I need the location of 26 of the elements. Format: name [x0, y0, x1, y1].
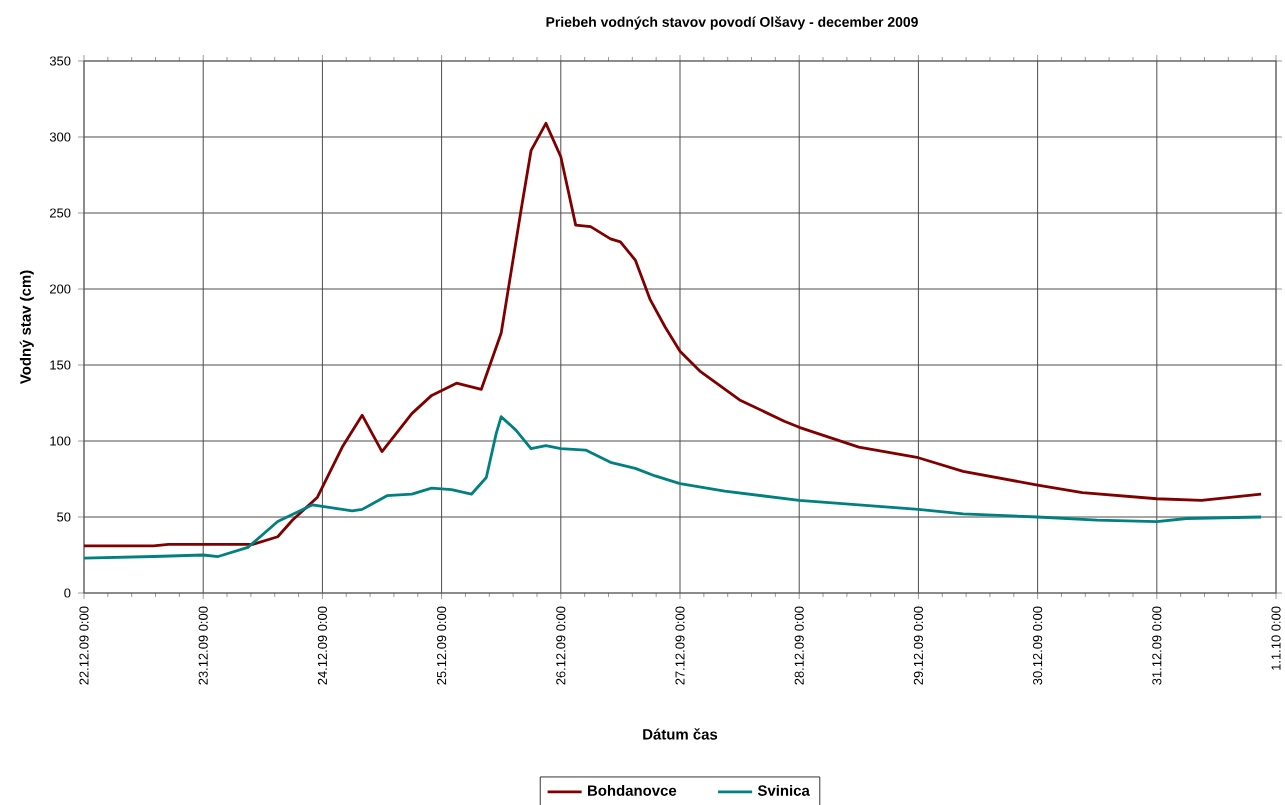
x-tick-label: 26.12.09 0:00: [556, 606, 566, 685]
y-tick-label: 100: [50, 436, 71, 446]
y-tick-label: 0: [64, 588, 71, 598]
line-series: [82, 415, 1263, 560]
x-tick-label: 24.12.09 0:00: [317, 606, 327, 685]
y-tick-label: 300: [49, 132, 71, 142]
chart-title: Priebeh vodných stavov povodí Olšavy - december 2009: [546, 16, 918, 30]
x-tick-label: 30.12.09 0:00: [1033, 606, 1043, 685]
x-tick-label: 27.12.09 0:00: [675, 606, 685, 685]
x-tick-label: 29.12.09 0:00: [913, 606, 923, 685]
y-tick-label: 150: [50, 360, 71, 370]
x-tick-label: 23.12.09 0:00: [198, 606, 208, 685]
x-tick-label: 28.12.09 0:00: [794, 606, 804, 685]
legend-label: Bohdanovce: [588, 784, 677, 796]
y-tick-label: 200: [50, 284, 71, 294]
x-axis-title: Dátum čas: [643, 728, 718, 740]
y-axis-title: Vodný stav (cm): [19, 270, 34, 385]
line-series: [82, 121, 1263, 548]
y-tick-label: 350: [49, 56, 71, 66]
legend-label: Svinica: [757, 784, 810, 796]
y-tick-label: 50: [57, 512, 71, 522]
x-tick-label: 22.12.09 0:00: [79, 606, 89, 685]
x-tick-label: 25.12.09 0:00: [437, 606, 447, 685]
x-tick-label: 31.12.09 0:00: [1152, 606, 1162, 685]
x-tick-label: 1.1.10 0:00: [1271, 606, 1281, 670]
y-tick-label: 250: [50, 208, 71, 218]
